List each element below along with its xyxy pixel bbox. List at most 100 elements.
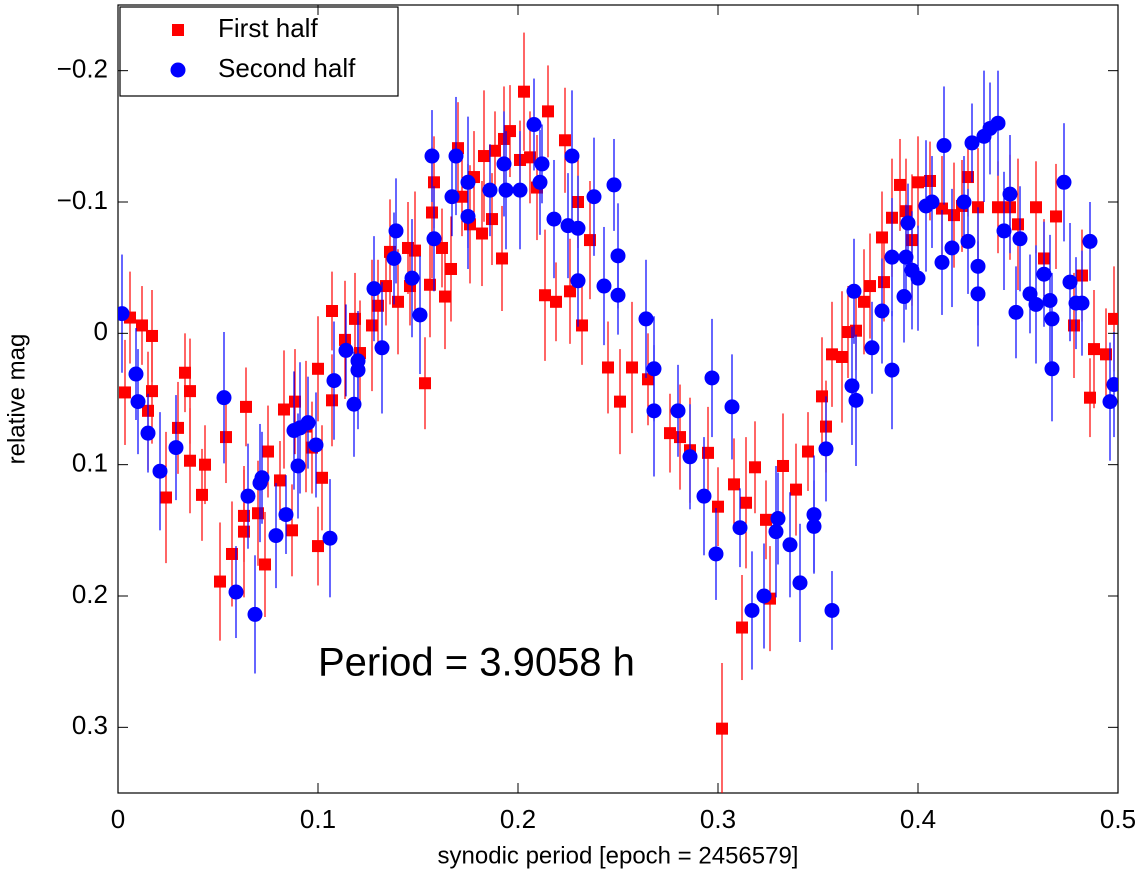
point — [482, 182, 498, 198]
point — [744, 602, 760, 618]
point — [380, 280, 392, 293]
point — [392, 295, 404, 308]
x-tick-label: 0.2 — [500, 804, 536, 834]
point — [366, 319, 378, 332]
point — [970, 286, 986, 302]
point — [1044, 311, 1060, 327]
point — [756, 588, 772, 604]
y-tick-label: 0.3 — [72, 710, 108, 740]
point — [278, 507, 294, 523]
point — [964, 135, 980, 151]
point — [1100, 348, 1112, 361]
point — [992, 201, 1004, 214]
series — [118, 70, 1118, 674]
point — [179, 366, 191, 379]
point — [802, 445, 814, 458]
point — [489, 144, 501, 157]
point — [259, 558, 271, 571]
point — [238, 525, 250, 538]
point — [614, 395, 626, 408]
point — [924, 174, 936, 187]
point — [220, 431, 232, 444]
point — [496, 156, 512, 172]
point — [1102, 394, 1118, 410]
point — [326, 373, 342, 389]
point — [252, 507, 264, 520]
point — [864, 280, 876, 293]
point — [858, 295, 870, 308]
point — [152, 463, 168, 479]
point — [504, 125, 516, 138]
point — [844, 378, 860, 394]
point — [1106, 377, 1118, 393]
point — [570, 220, 586, 236]
point — [749, 461, 761, 474]
point — [1084, 391, 1096, 404]
point — [670, 403, 686, 419]
x-axis-label: synodic period [epoch = 2456579] — [438, 842, 799, 869]
point — [900, 215, 916, 231]
point — [664, 427, 676, 440]
x-tick-label: 0.3 — [700, 804, 736, 834]
y-tick-label: −0.1 — [57, 185, 108, 215]
point — [1012, 231, 1028, 247]
point — [990, 115, 1006, 131]
point — [848, 392, 864, 408]
point — [160, 491, 172, 504]
point — [532, 174, 548, 190]
point — [884, 362, 900, 378]
point — [704, 370, 720, 386]
point — [274, 474, 286, 487]
point — [316, 471, 328, 484]
point — [702, 446, 714, 459]
point — [770, 511, 786, 527]
point — [846, 283, 862, 299]
point — [806, 518, 822, 534]
point — [289, 395, 301, 408]
point — [584, 234, 596, 247]
point — [322, 530, 338, 546]
point — [898, 249, 914, 265]
point — [1008, 304, 1024, 320]
point — [184, 454, 196, 467]
marks — [118, 32, 1118, 793]
point — [564, 148, 580, 164]
point — [346, 396, 362, 412]
point — [732, 520, 748, 536]
point — [646, 361, 662, 377]
legend-box — [119, 6, 399, 97]
point — [168, 440, 184, 456]
point — [638, 311, 654, 327]
point — [962, 171, 974, 184]
point — [372, 299, 384, 312]
point — [268, 528, 284, 544]
point — [404, 270, 420, 286]
point — [512, 182, 528, 198]
point — [426, 231, 442, 247]
point — [526, 117, 542, 133]
point — [610, 248, 626, 264]
point — [350, 362, 366, 378]
point — [646, 403, 662, 419]
point — [409, 244, 421, 257]
point — [824, 602, 840, 618]
x-tick-label: 0 — [111, 804, 125, 834]
x-tick-label: 0.1 — [300, 804, 336, 834]
point — [445, 262, 457, 275]
point — [196, 488, 208, 501]
x-tick-label: 0.4 — [900, 804, 936, 834]
point — [782, 537, 798, 553]
y-axis-label: relative mag — [3, 334, 30, 465]
legend-label: First half — [218, 13, 318, 43]
point — [850, 324, 862, 337]
point — [240, 400, 252, 413]
point — [970, 258, 986, 274]
point — [1088, 343, 1100, 356]
point — [146, 329, 158, 342]
point — [290, 458, 306, 474]
point — [674, 431, 686, 444]
point — [1044, 361, 1060, 377]
point — [826, 348, 838, 361]
point — [712, 500, 724, 513]
point — [818, 441, 834, 457]
